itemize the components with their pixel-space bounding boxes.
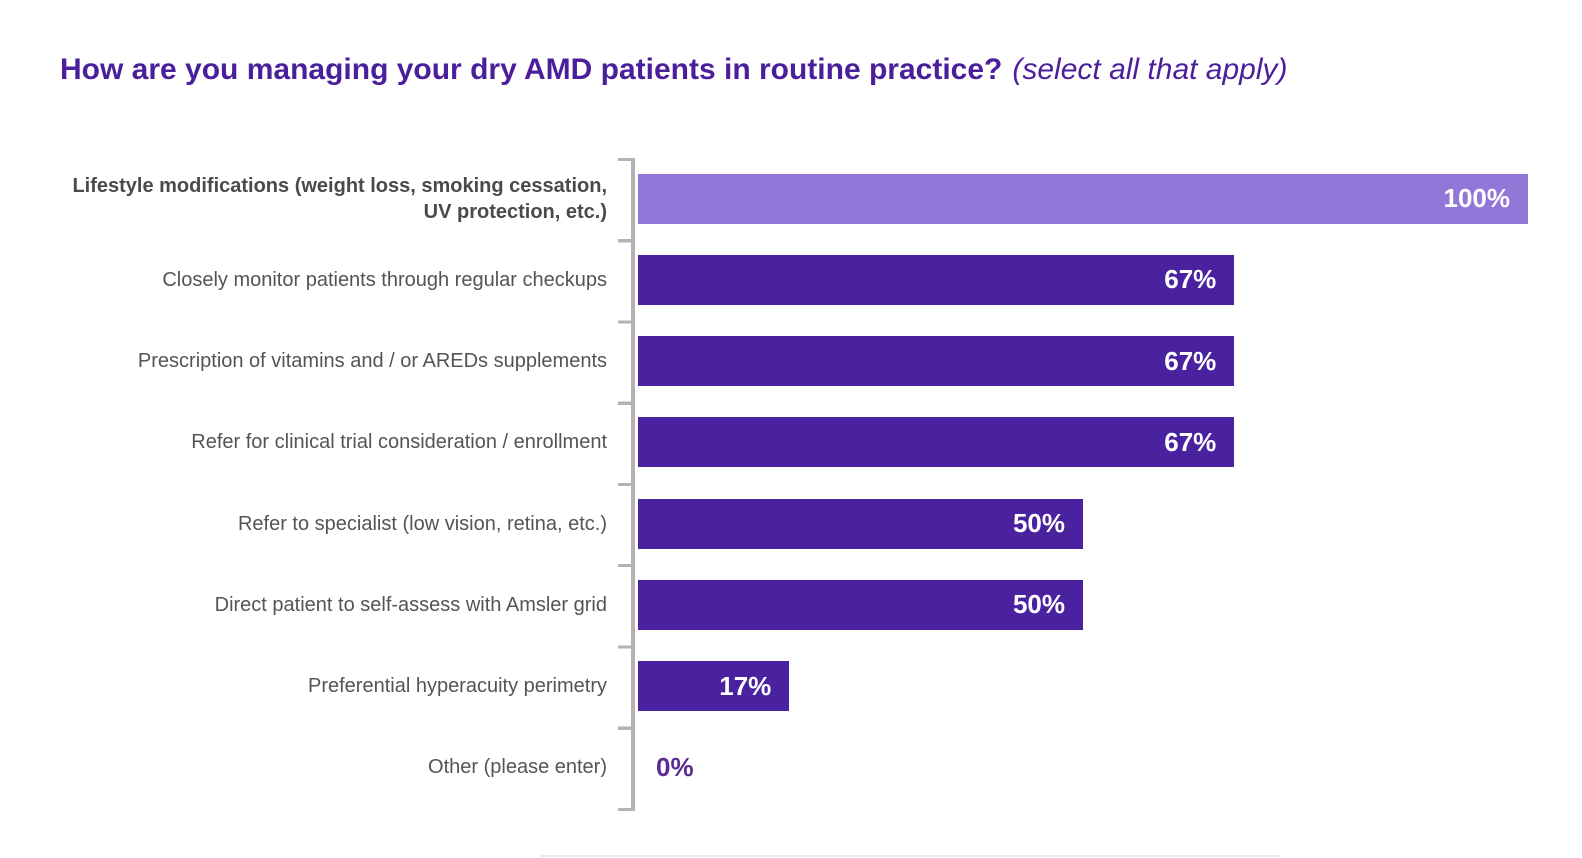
bar-track: 0% (638, 742, 1528, 792)
bar-track: 17% (638, 661, 1528, 712)
bottom-partial-divider (540, 855, 1280, 857)
chart-title-text: How are you managing your dry AMD patien… (60, 53, 1003, 86)
category-label: Refer to specialist (low vision, retina,… (237, 512, 607, 535)
category-label: Closely monitor patients through regular… (162, 268, 607, 291)
bar-value-label: 0% (656, 751, 694, 782)
chart-title-note: (select all that apply) (1012, 53, 1288, 86)
bar: 50% (638, 579, 1083, 630)
category-label: Preferential hyperacuity perimetry (307, 675, 607, 698)
bar-track: 67% (638, 417, 1528, 468)
bar: 17% (638, 661, 790, 712)
bar-value-label: 50% (1012, 589, 1065, 620)
category-label: Direct patient to self-assess with Amsle… (214, 593, 607, 616)
bar-value-label: 67% (1164, 426, 1217, 457)
chart-row: Closely monitor patients through regular… (0, 239, 1582, 320)
bar-value-label: 67% (1164, 264, 1217, 295)
chart-row: Refer to specialist (low vision, retina,… (0, 483, 1582, 564)
chart-row: Prescription of vitamins and / or AREDs … (0, 321, 1582, 402)
chart-row: Lifestyle modifications (weight loss, sm… (0, 158, 1582, 239)
chart-title: How are you managing your dry AMD patien… (60, 50, 1288, 90)
chart-row: Refer for clinical trial consideration /… (0, 402, 1582, 483)
bar-chart: Lifestyle modifications (weight loss, sm… (0, 158, 1582, 811)
chart-row: Direct patient to self-assess with Amsle… (0, 564, 1582, 645)
category-label: Lifestyle modifications (weight loss, sm… (72, 174, 607, 223)
bar-track: 50% (638, 579, 1528, 630)
chart-row: Other (please enter) 0% (0, 727, 1582, 808)
bar-track: 50% (638, 498, 1528, 549)
category-label: Other (please enter) (428, 756, 607, 779)
bar-track: 100% (638, 173, 1528, 224)
bar-track: 67% (638, 254, 1528, 305)
category-label: Refer for clinical trial consideration /… (191, 431, 607, 454)
bar-value-label: 67% (1164, 345, 1217, 376)
bar-value-label: 100% (1443, 183, 1511, 214)
bar: 50% (638, 498, 1083, 549)
bar: 67% (638, 254, 1235, 305)
category-label: Prescription of vitamins and / or AREDs … (137, 350, 607, 373)
bar-track: 67% (638, 336, 1528, 387)
bar-value-label: 17% (719, 670, 772, 701)
bar: 67% (638, 336, 1235, 387)
chart-row: Preferential hyperacuity perimetry 17% (0, 646, 1582, 727)
bar-value-label: 50% (1012, 508, 1065, 539)
bar: 67% (638, 417, 1235, 468)
bar: 100% (638, 173, 1528, 224)
